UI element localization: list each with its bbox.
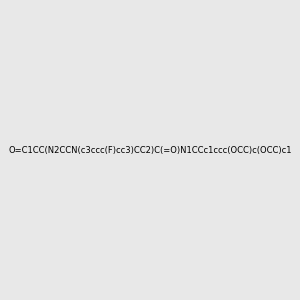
- Text: O=C1CC(N2CCN(c3ccc(F)cc3)CC2)C(=O)N1CCc1ccc(OCC)c(OCC)c1: O=C1CC(N2CCN(c3ccc(F)cc3)CC2)C(=O)N1CCc1…: [8, 146, 292, 154]
